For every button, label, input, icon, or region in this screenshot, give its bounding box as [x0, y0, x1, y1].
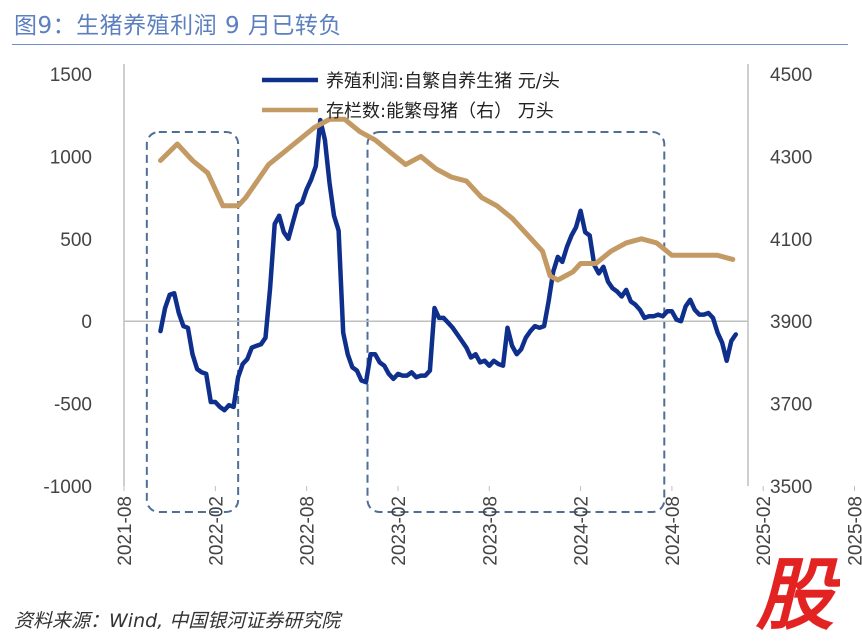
- y-right-tick-label: 4100: [770, 230, 812, 251]
- y-right-tick-label: 4300: [770, 147, 812, 168]
- x-tick-label: 2023-02: [389, 496, 410, 566]
- highlight-boxes: [145, 131, 666, 513]
- y-right-tick-label: 4500: [770, 65, 812, 86]
- y-right-tick-label: 3500: [770, 477, 812, 498]
- source-note: 资料来源：Wind, 中国银河证券研究院: [14, 610, 341, 632]
- x-tick-label: 2025-08: [846, 496, 862, 566]
- series-line-sow-inventory: [158, 116, 736, 283]
- highlight-box-2: [366, 131, 666, 513]
- x-tick-label: 2022-08: [298, 496, 319, 566]
- series-line-profit: [158, 117, 739, 413]
- y-left-tick-label: 0: [81, 312, 92, 333]
- title-divider: [12, 44, 848, 45]
- x-tick-label: 2021-08: [115, 496, 136, 566]
- x-tick-label: 2024-08: [663, 496, 684, 566]
- y-right-tick-label: 3700: [770, 395, 812, 416]
- x-tick-label: 2022-02: [206, 496, 227, 566]
- y-left-tick-label: -500: [54, 395, 92, 416]
- y-left-tick-label: -1000: [43, 477, 92, 498]
- legend-label-1: 养殖利润:自繁自养生猪 元/头: [326, 70, 560, 92]
- x-tick-label: 2024-02: [572, 496, 593, 566]
- y-right-tick-label: 3900: [770, 312, 812, 333]
- legend-label-2: 存栏数:能繁母猪（右） 万头: [326, 101, 554, 122]
- highlight-box-1: [145, 131, 240, 513]
- y-left-tick-label: 1000: [50, 147, 92, 168]
- stock-logo-icon: 股: [755, 551, 840, 632]
- chart-title: 图9：生猪养殖利润 9 月已转负: [14, 13, 342, 39]
- logo-glyph: 股: [755, 551, 840, 632]
- x-tick-label: 2025-02: [754, 496, 775, 566]
- chart-axes: 1500 1000 500 0 -500 -1000 4500 4300 4100 3900 370…: [43, 64, 862, 566]
- y-left-tick-label: 500: [60, 230, 92, 251]
- y-left-tick-label: 1500: [50, 65, 92, 86]
- chart-series: [158, 116, 739, 413]
- x-tick-label: 2023-08: [480, 496, 501, 566]
